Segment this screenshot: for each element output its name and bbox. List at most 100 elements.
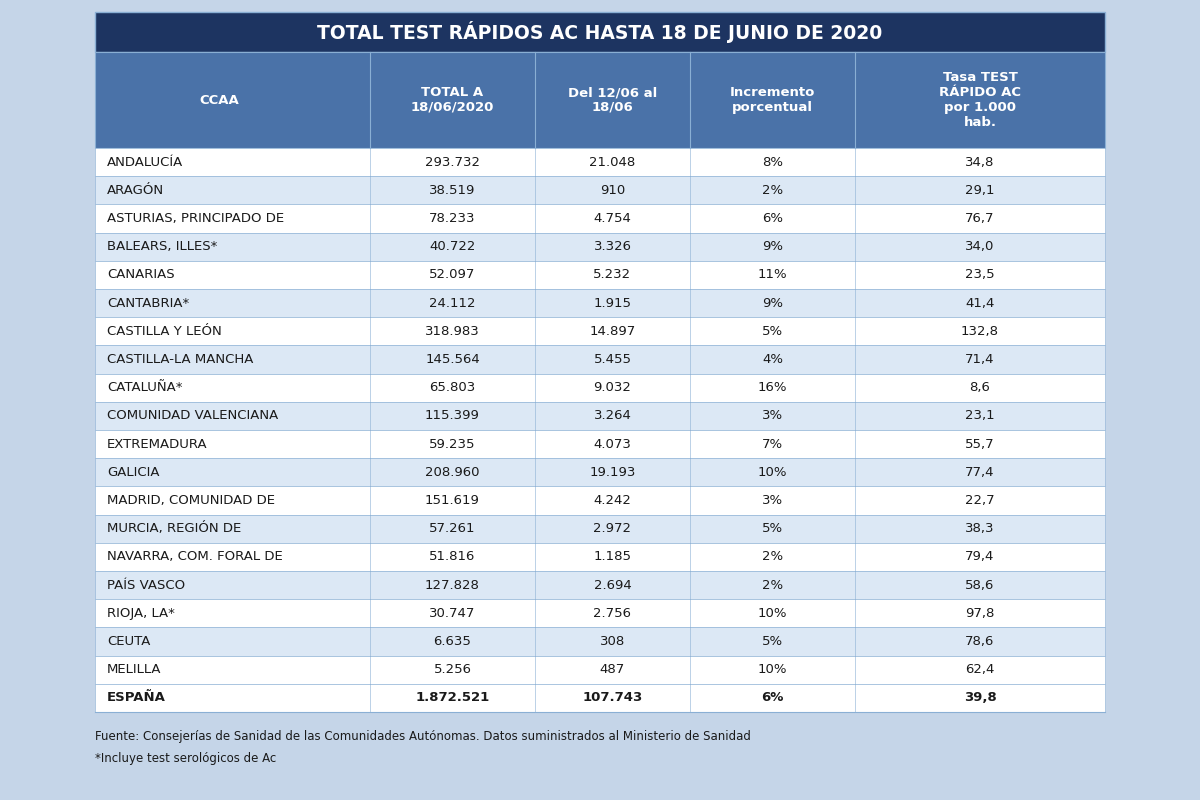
Bar: [95, 627, 1105, 656]
Text: 77,4: 77,4: [965, 466, 995, 478]
Text: CANARIAS: CANARIAS: [107, 269, 175, 282]
Text: 2%: 2%: [762, 578, 784, 592]
Text: RIOJA, LA*: RIOJA, LA*: [107, 607, 175, 620]
Bar: [95, 12, 1105, 52]
Text: 52.097: 52.097: [430, 269, 475, 282]
Text: 23,5: 23,5: [965, 269, 995, 282]
Text: 34,8: 34,8: [965, 155, 995, 169]
Text: 59.235: 59.235: [430, 438, 475, 450]
Text: 1.915: 1.915: [594, 297, 631, 310]
Text: 78.233: 78.233: [430, 212, 475, 225]
Text: 9.032: 9.032: [594, 382, 631, 394]
Bar: [95, 374, 1105, 402]
Text: 9%: 9%: [762, 240, 784, 253]
Text: 293.732: 293.732: [425, 155, 480, 169]
Bar: [95, 486, 1105, 514]
Text: TOTAL TEST RÁPIDOS AC HASTA 18 DE JUNIO DE 2020: TOTAL TEST RÁPIDOS AC HASTA 18 DE JUNIO …: [317, 21, 883, 43]
Text: 115.399: 115.399: [425, 410, 480, 422]
Bar: [95, 655, 1105, 684]
Text: 38,3: 38,3: [965, 522, 995, 535]
Text: 318.983: 318.983: [425, 325, 480, 338]
Text: 487: 487: [600, 663, 625, 676]
Text: 3.264: 3.264: [594, 410, 631, 422]
Text: 5%: 5%: [762, 325, 784, 338]
Bar: [95, 148, 1105, 176]
Bar: [95, 261, 1105, 289]
Bar: [95, 514, 1105, 542]
Text: 38.519: 38.519: [430, 184, 475, 197]
Text: 3.326: 3.326: [594, 240, 631, 253]
Text: NAVARRA, COM. FORAL DE: NAVARRA, COM. FORAL DE: [107, 550, 283, 563]
Text: 10%: 10%: [757, 607, 787, 620]
Text: 57.261: 57.261: [430, 522, 475, 535]
Text: 4.073: 4.073: [594, 438, 631, 450]
Text: ESPAÑA: ESPAÑA: [107, 691, 166, 704]
Text: CASTILLA Y LEÓN: CASTILLA Y LEÓN: [107, 325, 222, 338]
Text: CEUTA: CEUTA: [107, 635, 150, 648]
Text: 40.722: 40.722: [430, 240, 475, 253]
Text: 1.872.521: 1.872.521: [415, 691, 490, 704]
Text: CATALUÑA*: CATALUÑA*: [107, 382, 182, 394]
Text: MELILLA: MELILLA: [107, 663, 162, 676]
Text: 5%: 5%: [762, 635, 784, 648]
Text: 6.635: 6.635: [433, 635, 472, 648]
Text: 8,6: 8,6: [970, 382, 990, 394]
Text: 62,4: 62,4: [965, 663, 995, 676]
Text: 4.754: 4.754: [594, 212, 631, 225]
Text: 3%: 3%: [762, 410, 784, 422]
Bar: [95, 458, 1105, 486]
Text: TOTAL A
18/06/2020: TOTAL A 18/06/2020: [410, 86, 494, 114]
Text: 10%: 10%: [757, 466, 787, 478]
Text: 16%: 16%: [757, 382, 787, 394]
Bar: [95, 402, 1105, 430]
Bar: [95, 542, 1105, 571]
Text: 19.193: 19.193: [589, 466, 636, 478]
Text: PAÍS VASCO: PAÍS VASCO: [107, 578, 185, 592]
Text: COMUNIDAD VALENCIANA: COMUNIDAD VALENCIANA: [107, 410, 278, 422]
Text: CCAA: CCAA: [199, 94, 239, 106]
Text: Tasa TEST
RÁPIDO AC
por 1.000
hab.: Tasa TEST RÁPIDO AC por 1.000 hab.: [940, 71, 1021, 129]
Text: 5.232: 5.232: [594, 269, 631, 282]
Text: CASTILLA-LA MANCHA: CASTILLA-LA MANCHA: [107, 353, 253, 366]
Text: 2.756: 2.756: [594, 607, 631, 620]
Text: 6%: 6%: [761, 691, 784, 704]
Text: 78,6: 78,6: [965, 635, 995, 648]
Text: 76,7: 76,7: [965, 212, 995, 225]
Text: 151.619: 151.619: [425, 494, 480, 507]
Text: 22,7: 22,7: [965, 494, 995, 507]
Text: 8%: 8%: [762, 155, 784, 169]
Text: 11%: 11%: [757, 269, 787, 282]
Text: 58,6: 58,6: [965, 578, 995, 592]
Text: 29,1: 29,1: [965, 184, 995, 197]
Text: 4%: 4%: [762, 353, 784, 366]
Text: 14.897: 14.897: [589, 325, 636, 338]
Text: 23,1: 23,1: [965, 410, 995, 422]
Text: 39,8: 39,8: [964, 691, 996, 704]
Text: 5%: 5%: [762, 522, 784, 535]
Text: 2.694: 2.694: [594, 578, 631, 592]
Text: 132,8: 132,8: [961, 325, 998, 338]
Text: 308: 308: [600, 635, 625, 648]
Bar: [95, 233, 1105, 261]
Text: 2%: 2%: [762, 184, 784, 197]
Text: 55,7: 55,7: [965, 438, 995, 450]
Bar: [95, 52, 1105, 148]
Text: 97,8: 97,8: [965, 607, 995, 620]
Text: 30.747: 30.747: [430, 607, 475, 620]
Text: 6%: 6%: [762, 212, 784, 225]
Text: GALICIA: GALICIA: [107, 466, 160, 478]
Bar: [95, 430, 1105, 458]
Bar: [95, 204, 1105, 233]
Bar: [95, 289, 1105, 317]
Text: CANTABRIA*: CANTABRIA*: [107, 297, 190, 310]
Text: 24.112: 24.112: [430, 297, 475, 310]
Bar: [95, 684, 1105, 712]
Text: 107.743: 107.743: [582, 691, 643, 704]
Text: 4.242: 4.242: [594, 494, 631, 507]
Text: Del 12/06 al
18/06: Del 12/06 al 18/06: [568, 86, 658, 114]
Text: 9%: 9%: [762, 297, 784, 310]
Text: 5.256: 5.256: [433, 663, 472, 676]
Text: MURCIA, REGIÓN DE: MURCIA, REGIÓN DE: [107, 522, 241, 535]
Text: 41,4: 41,4: [965, 297, 995, 310]
Bar: [95, 317, 1105, 346]
